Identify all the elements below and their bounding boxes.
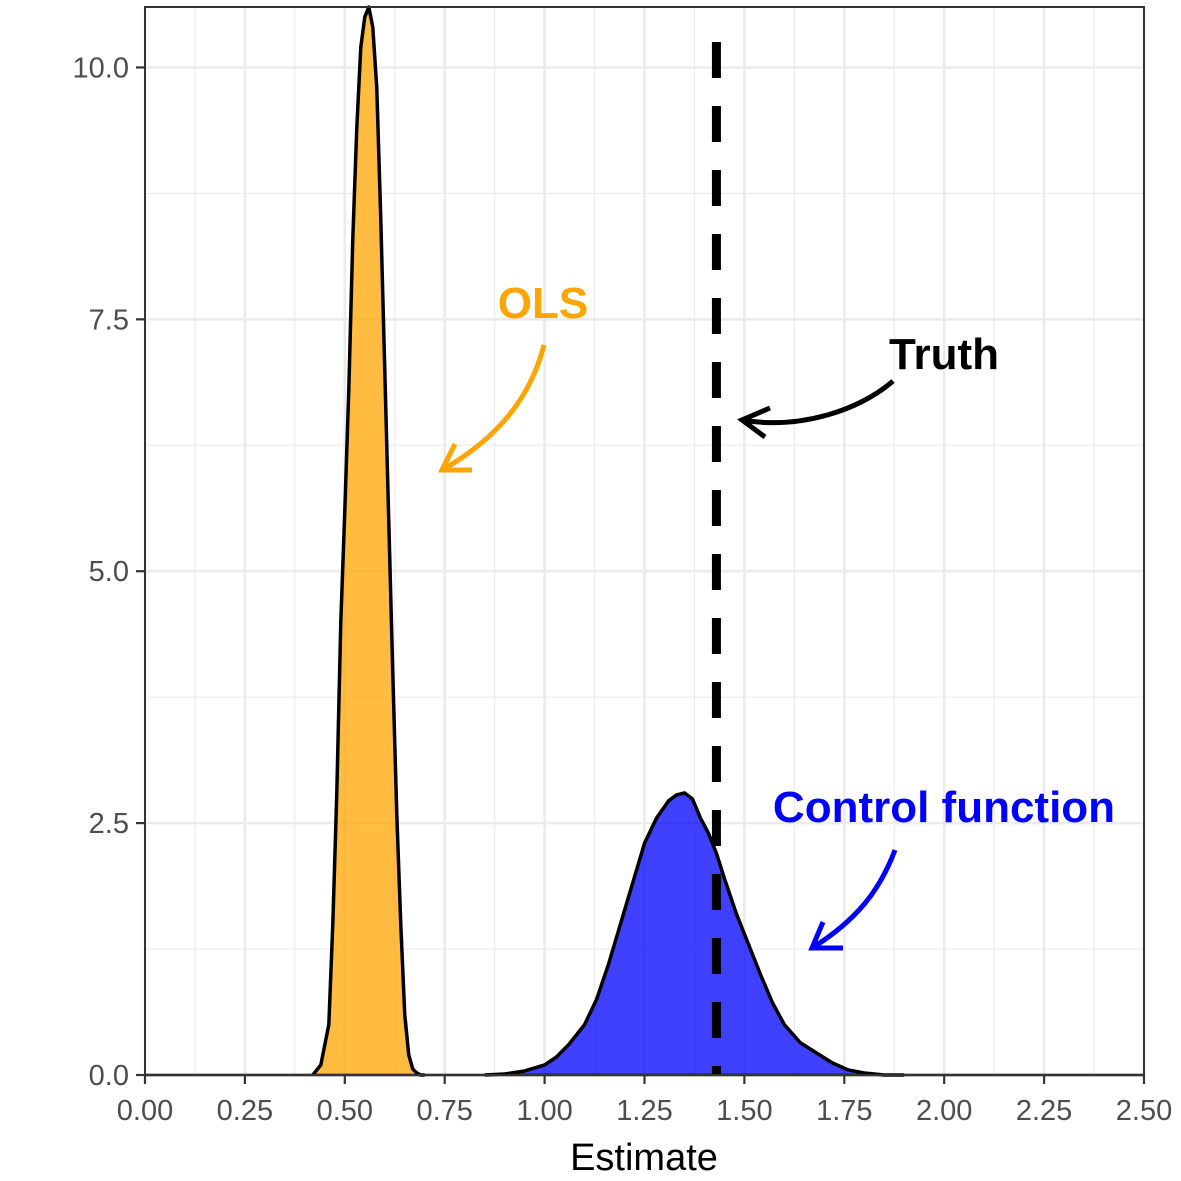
ols-arrow <box>440 344 547 473</box>
x-tick-label: 2.00 <box>916 1095 972 1127</box>
control-function-arrow <box>810 849 898 951</box>
annotation-control-function: Control function <box>773 783 1115 832</box>
x-tick-label: 0.50 <box>317 1095 373 1127</box>
y-tick-label: 5.0 <box>89 556 129 588</box>
truth-arrowhead <box>737 405 771 440</box>
truth-arrow <box>741 379 895 426</box>
density-outline-1 <box>484 791 905 1077</box>
ols-arrowhead <box>437 442 472 473</box>
x-tick-label: 0.00 <box>117 1095 173 1127</box>
x-tick-label: 0.75 <box>416 1095 472 1127</box>
y-tick-label: 10.0 <box>73 52 129 84</box>
y-tick-label: 7.5 <box>89 304 129 336</box>
x-tick-label: 2.50 <box>1116 1095 1172 1127</box>
x-tick-label: 2.25 <box>1016 1095 1072 1127</box>
annotation-ols: OLS <box>498 279 588 328</box>
x-tick-label: 1.75 <box>816 1095 872 1127</box>
x-axis-title: Estimate <box>570 1137 718 1179</box>
axes: 0.00 0.25 0.50 0.75 1.00 1.25 1.50 1.75 2.00 2.25… <box>73 52 1173 1127</box>
y-tick-label: 2.5 <box>89 808 129 840</box>
density-fill-0 <box>312 7 425 1075</box>
y-tick-label: 0.0 <box>89 1060 129 1092</box>
control-function-arrowhead <box>808 921 843 951</box>
density-fill-1 <box>484 792 905 1075</box>
x-tick-label: 1.00 <box>516 1095 572 1127</box>
density-outline-0 <box>311 5 425 1077</box>
x-tick-label: 0.25 <box>217 1095 273 1127</box>
x-tick-label: 1.25 <box>616 1095 672 1127</box>
annotations: OLS Truth Control function <box>437 279 1115 951</box>
x-tick-label: 1.50 <box>716 1095 772 1127</box>
annotation-truth: Truth <box>889 330 999 379</box>
